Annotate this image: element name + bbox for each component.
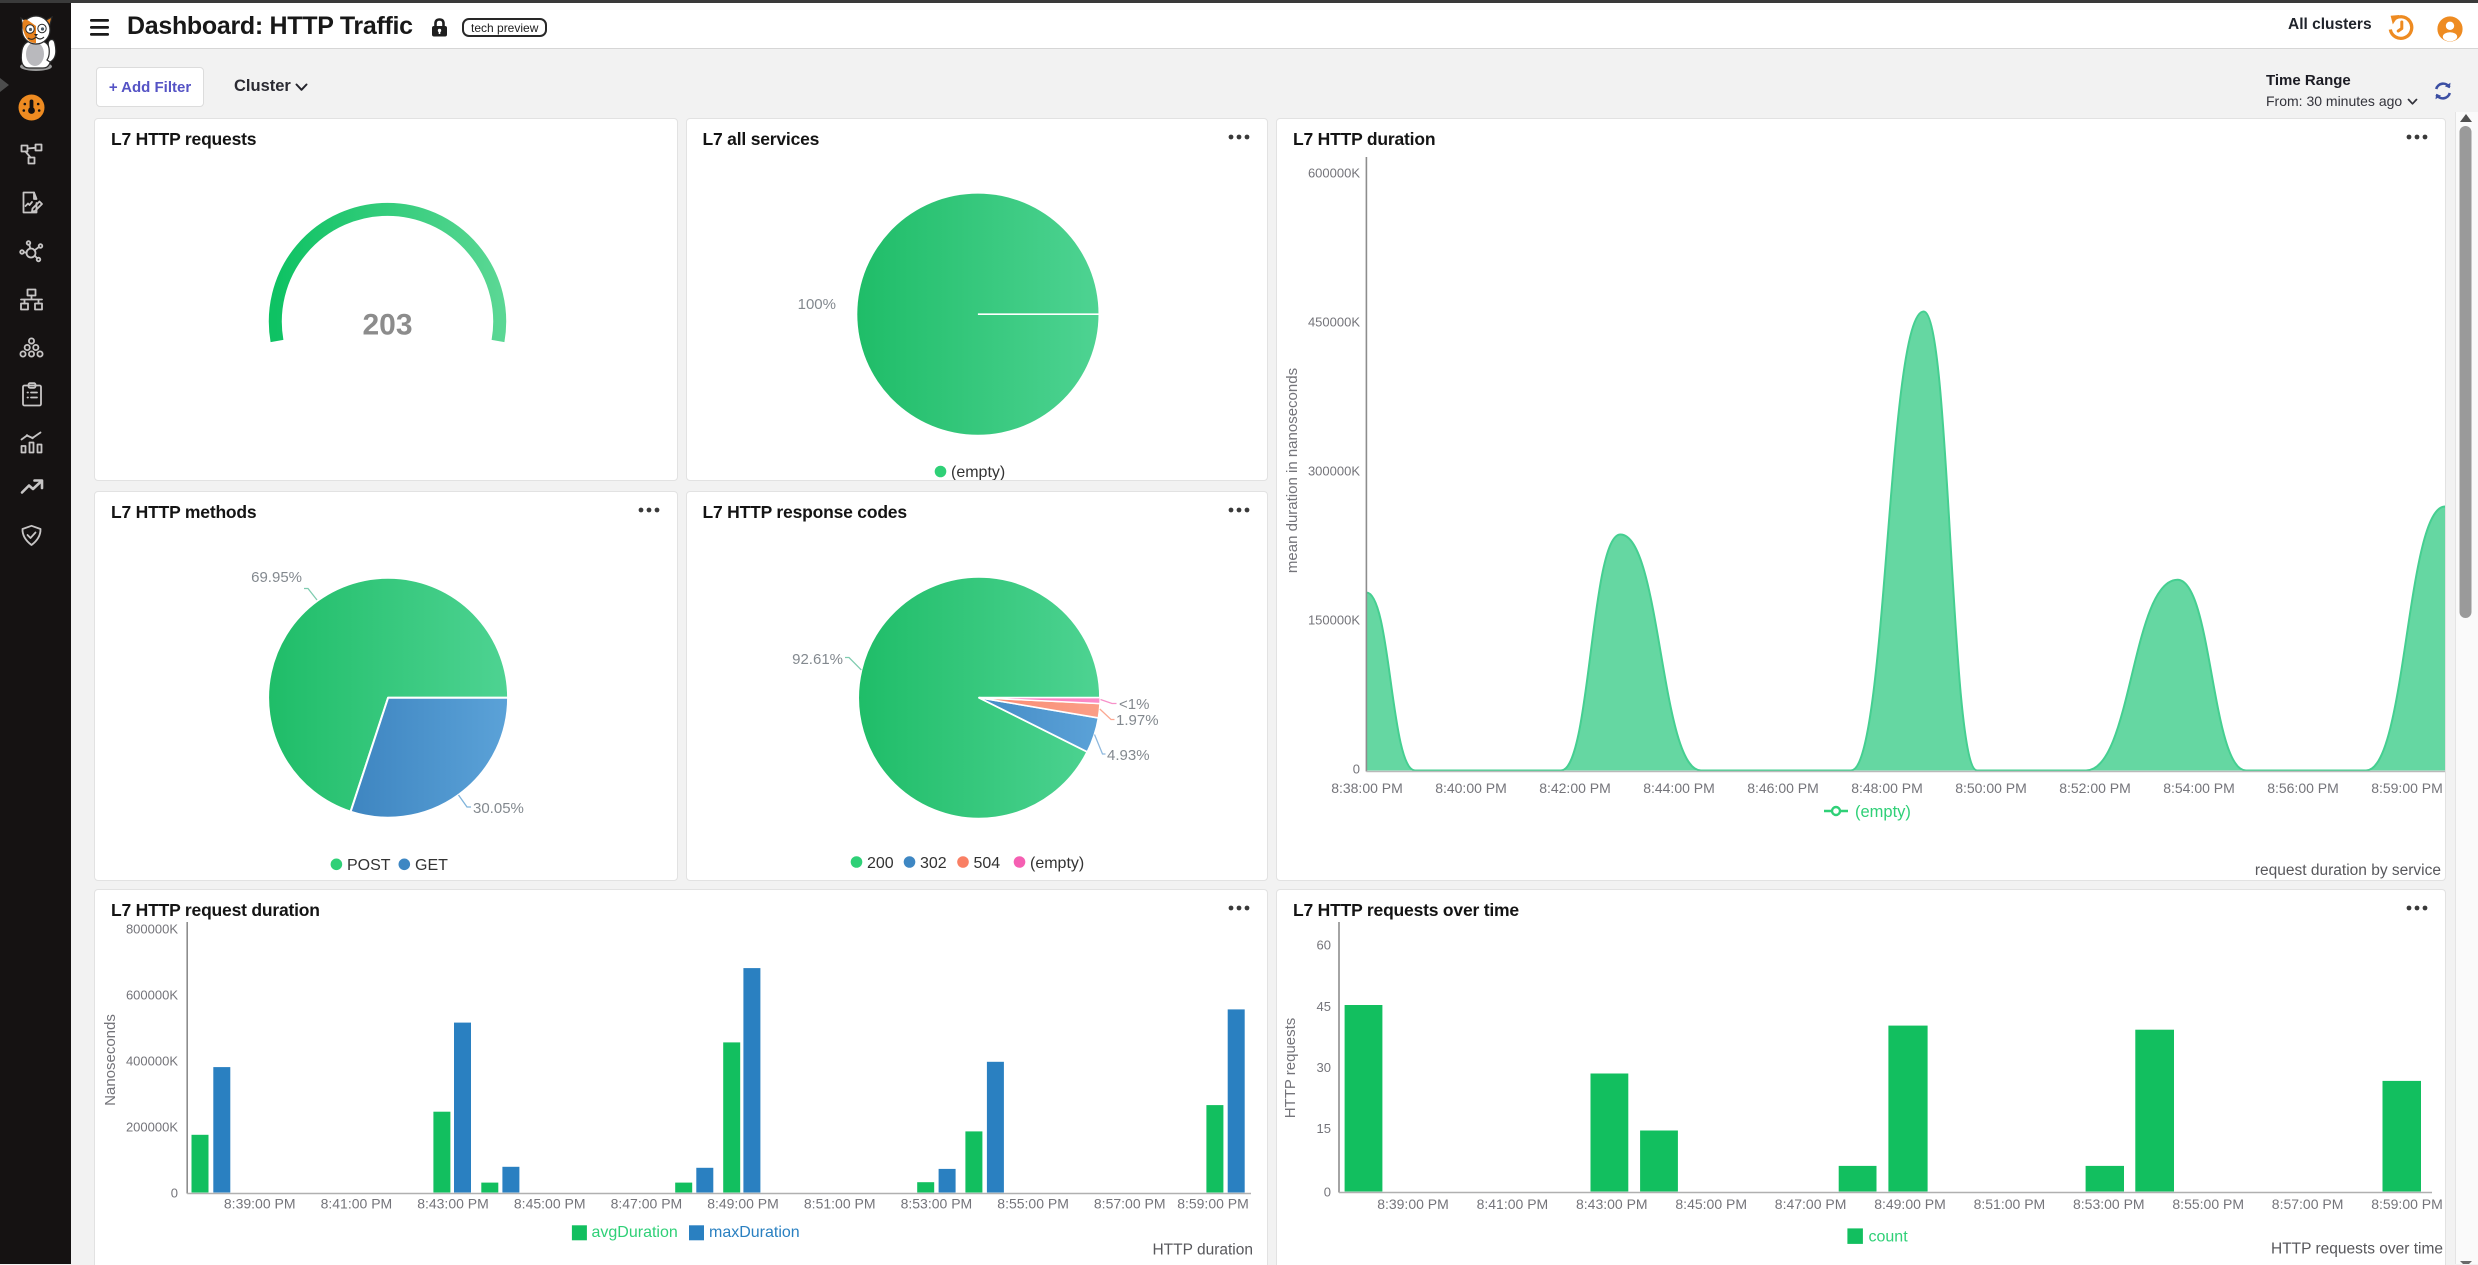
svg-text:45: 45	[1317, 999, 1331, 1014]
svg-text:8:38:00 PM: 8:38:00 PM	[1331, 780, 1403, 796]
svg-text:8:57:00 PM: 8:57:00 PM	[2272, 1196, 2344, 1212]
svg-text:8:40:00 PM: 8:40:00 PM	[1435, 780, 1507, 796]
svg-text:30.05%: 30.05%	[473, 800, 524, 817]
svg-text:8:45:00 PM: 8:45:00 PM	[514, 1195, 586, 1211]
svg-text:HTTP duration: HTTP duration	[1152, 1241, 1253, 1258]
svg-text:8:41:00 PM: 8:41:00 PM	[321, 1195, 393, 1211]
svg-text:8:43:00 PM: 8:43:00 PM	[417, 1195, 489, 1211]
svg-text:8:59:00 PM: 8:59:00 PM	[1177, 1195, 1249, 1211]
svg-text:8:48:00 PM: 8:48:00 PM	[1851, 780, 1923, 796]
svg-text:GET: GET	[415, 857, 448, 874]
svg-text:8:53:00 PM: 8:53:00 PM	[901, 1195, 973, 1211]
svg-text:8:54:00 PM: 8:54:00 PM	[2163, 780, 2235, 796]
svg-text:8:39:00 PM: 8:39:00 PM	[224, 1195, 296, 1211]
svg-text:8:44:00 PM: 8:44:00 PM	[1643, 780, 1715, 796]
svg-text:8:47:00 PM: 8:47:00 PM	[1775, 1196, 1847, 1212]
svg-text:150000K: 150000K	[1308, 612, 1360, 627]
svg-text:8:51:00 PM: 8:51:00 PM	[1974, 1196, 2046, 1212]
svg-text:8:57:00 PM: 8:57:00 PM	[1094, 1195, 1166, 1211]
svg-text:mean duration in nanoseconds: mean duration in nanoseconds	[1284, 367, 1301, 572]
svg-text:(empty): (empty)	[1030, 855, 1084, 872]
svg-text:0: 0	[171, 1185, 178, 1200]
svg-text:8:45:00 PM: 8:45:00 PM	[1675, 1196, 1747, 1212]
svg-text:count: count	[1869, 1228, 1909, 1245]
svg-text:8:59:00 PM: 8:59:00 PM	[2371, 780, 2443, 796]
svg-text:8:50:00 PM: 8:50:00 PM	[1955, 780, 2027, 796]
svg-text:8:56:00 PM: 8:56:00 PM	[2267, 780, 2339, 796]
svg-text:200000K: 200000K	[126, 1119, 178, 1134]
svg-text:(empty): (empty)	[1855, 803, 1911, 821]
svg-text:request duration by service: request duration by service	[2255, 862, 2441, 879]
svg-text:8:55:00 PM: 8:55:00 PM	[2172, 1196, 2244, 1212]
svg-text:200: 200	[867, 855, 894, 872]
svg-text:8:59:00 PM: 8:59:00 PM	[2371, 1196, 2443, 1212]
svg-text:HTTP requests over time: HTTP requests over time	[2271, 1240, 2443, 1257]
svg-text:100%: 100%	[797, 296, 835, 313]
svg-text:8:41:00 PM: 8:41:00 PM	[1477, 1196, 1549, 1212]
svg-text:avgDuration: avgDuration	[592, 1224, 678, 1241]
svg-text:92.61%: 92.61%	[792, 651, 843, 668]
svg-text:30: 30	[1317, 1060, 1331, 1075]
svg-text:8:43:00 PM: 8:43:00 PM	[1576, 1196, 1648, 1212]
svg-text:800000K: 800000K	[126, 921, 178, 936]
svg-text:POST: POST	[347, 857, 391, 874]
svg-text:504: 504	[973, 855, 1000, 872]
svg-text:8:51:00 PM: 8:51:00 PM	[804, 1195, 876, 1211]
svg-text:<1%: <1%	[1119, 696, 1149, 713]
svg-text:4.93%: 4.93%	[1107, 747, 1150, 764]
svg-text:0: 0	[1353, 761, 1360, 776]
svg-text:HTTP requests: HTTP requests	[1282, 1017, 1299, 1118]
svg-text:450000K: 450000K	[1308, 314, 1360, 329]
svg-text:8:39:00 PM: 8:39:00 PM	[1377, 1196, 1449, 1212]
svg-text:8:47:00 PM: 8:47:00 PM	[611, 1195, 683, 1211]
svg-text:8:53:00 PM: 8:53:00 PM	[2073, 1196, 2145, 1212]
svg-text:203: 203	[362, 308, 412, 341]
svg-text:300000K: 300000K	[1308, 463, 1360, 478]
svg-text:8:49:00 PM: 8:49:00 PM	[707, 1195, 779, 1211]
svg-text:400000K: 400000K	[126, 1053, 178, 1068]
svg-text:1.97%: 1.97%	[1116, 712, 1159, 729]
svg-text:Nanoseconds: Nanoseconds	[102, 1014, 119, 1106]
svg-text:8:42:00 PM: 8:42:00 PM	[1539, 780, 1611, 796]
svg-text:600000K: 600000K	[126, 987, 178, 1002]
svg-text:69.95%: 69.95%	[251, 569, 302, 586]
svg-text:(empty): (empty)	[951, 464, 1005, 480]
svg-text:60: 60	[1317, 937, 1331, 952]
svg-text:8:49:00 PM: 8:49:00 PM	[1874, 1196, 1946, 1212]
svg-text:8:46:00 PM: 8:46:00 PM	[1747, 780, 1819, 796]
svg-text:600000K: 600000K	[1308, 165, 1360, 180]
svg-text:302: 302	[920, 855, 947, 872]
svg-text:8:52:00 PM: 8:52:00 PM	[2059, 780, 2131, 796]
svg-text:8:55:00 PM: 8:55:00 PM	[997, 1195, 1069, 1211]
svg-text:maxDuration: maxDuration	[709, 1224, 800, 1241]
svg-text:0: 0	[1324, 1184, 1331, 1199]
svg-text:15: 15	[1317, 1121, 1331, 1136]
